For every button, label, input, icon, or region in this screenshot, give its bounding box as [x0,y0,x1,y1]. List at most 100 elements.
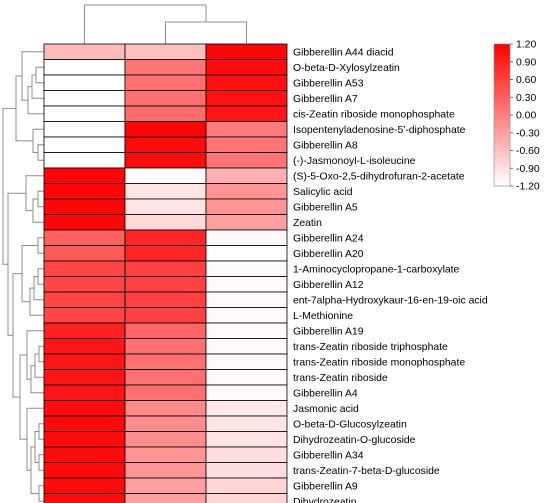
heatmap-cell [43,338,126,355]
heatmap-cell [205,152,288,169]
column-dendrogram [84,4,247,44]
legend-tick-label: 0.60 [516,75,536,86]
heatmap-cell [124,493,207,503]
heatmap-cell [205,338,288,355]
heatmap-cell [124,384,207,401]
row-label: Gibberellin A19 [293,326,364,337]
row-label: Gibberellin A34 [293,450,364,461]
heatmap-cell [205,198,288,215]
heatmap-cell [205,307,288,324]
row-dendrogram-branch [15,75,33,142]
row-label: Gibberellin A5 [293,202,358,213]
heatmap-cell [124,152,207,169]
heatmap-cell [43,353,126,370]
heatmap-cell [43,415,126,432]
heatmap-cell [124,446,207,463]
heatmap-cell [43,493,126,503]
heatmap-cell [43,446,126,463]
row-dendrogram-branch [38,345,44,363]
heatmap-cell [124,136,207,153]
heatmap-cell [124,307,207,324]
heatmap-cell [124,59,207,76]
heatmap-cell [43,74,126,91]
heatmap-cell [205,59,288,76]
heatmap-cell [205,105,288,122]
heatmap-cell [43,400,126,417]
heatmap-cell [124,322,207,339]
row-dendrogram-branch [37,144,44,161]
heatmap-cell [43,260,126,277]
heatmap-cell [43,198,126,215]
row-dendrogram-branch [37,237,44,254]
row-dendrogram-branch [25,175,44,212]
heatmap-cell [205,462,288,479]
heatmap-cell [124,260,207,277]
legend-tick-label: 0.90 [516,57,536,68]
heatmap-cell [124,338,207,355]
heatmap-cell [124,353,207,370]
row-label: Gibberellin A44 diacid [293,47,394,58]
heatmap-cell [124,400,207,417]
heatmap-cell [43,369,126,386]
heatmap-cell [124,245,207,262]
heatmap-cell [43,245,126,262]
heatmap-cell [43,291,126,308]
column-dendrogram-branch [165,21,247,44]
row-labels: Gibberellin A44 diacid O-beta-D-Xylosylze… [293,47,488,503]
heatmap-cell [43,384,126,401]
heatmap-cell [205,229,288,246]
heatmap-cells [43,43,288,503]
heatmap-cell [43,229,126,246]
heatmap-cell [124,462,207,479]
row-dendrogram-branch [30,365,44,394]
row-label: trans-Zeatin riboside [293,373,388,384]
heatmap-cell [43,167,126,184]
row-label: trans-Zeatin riboside monophosphate [293,357,465,368]
heatmap-cell [205,322,288,339]
legend-color-bar [493,43,511,187]
heatmap-cell [43,90,126,107]
row-label: ent-7alpha-Hydroxykaur-16-en-19-oic acid [293,295,488,306]
row-label: (S)-5-Oxo-2,5-dihydrofuran-2-acetate [293,171,465,182]
row-dendrogram-branch [21,51,44,101]
heatmap-cell [43,136,126,153]
row-dendrogram [2,51,44,502]
row-label: trans-Zeatin riboside triphosphate [293,342,448,353]
heatmap-cell [43,214,126,231]
row-dendrogram-branch [33,276,44,301]
heatmap-cell [43,322,126,339]
heatmap-cell [205,90,288,107]
row-label: Gibberellin A8 [293,140,358,151]
color-legend: 1.20 0.90 0.60 0.30 0.00 -0.30 -0.60 -0.90 -1.20 [493,40,540,193]
row-label: Gibberellin A12 [293,280,364,291]
row-dendrogram-branch [35,66,44,84]
heatmap-cell [43,121,126,138]
legend-tick-label: -0.60 [516,146,540,157]
row-label: O-beta-D-Glucosylzeatin [293,419,407,430]
row-dendrogram-branch [19,354,27,440]
heatmap-cell [124,477,207,494]
heatmap-cell [124,105,207,122]
heatmap-cell [205,136,288,153]
row-label: Dihydrozeatin-O-glucoside [293,435,416,446]
column-dendrogram-branch [84,4,207,44]
heatmap-cell [124,369,207,386]
row-label: Gibberellin A7 [293,94,358,105]
row-dendrogram-branch [7,192,26,336]
heatmap-cell [43,431,126,448]
legend-tick-label: -0.30 [516,128,540,139]
row-label: L-Methionine [293,311,353,322]
heatmap-cell [43,43,126,60]
legend-tick-label: -1.20 [516,182,540,193]
heatmap-cell [205,446,288,463]
row-dendrogram-branch [29,287,44,316]
row-label: Isopentenyladenosine-5'-diphosphate [293,125,466,136]
heatmap-cell [205,369,288,386]
legend-tick-label: 1.20 [516,40,536,51]
row-dendrogram-branch [2,107,16,265]
heatmap-cell [205,384,288,401]
heatmap-cell [205,121,288,138]
heatmap-cell [205,291,288,308]
heatmap-cell [205,276,288,293]
row-label: Jasmonic acid [293,404,359,415]
